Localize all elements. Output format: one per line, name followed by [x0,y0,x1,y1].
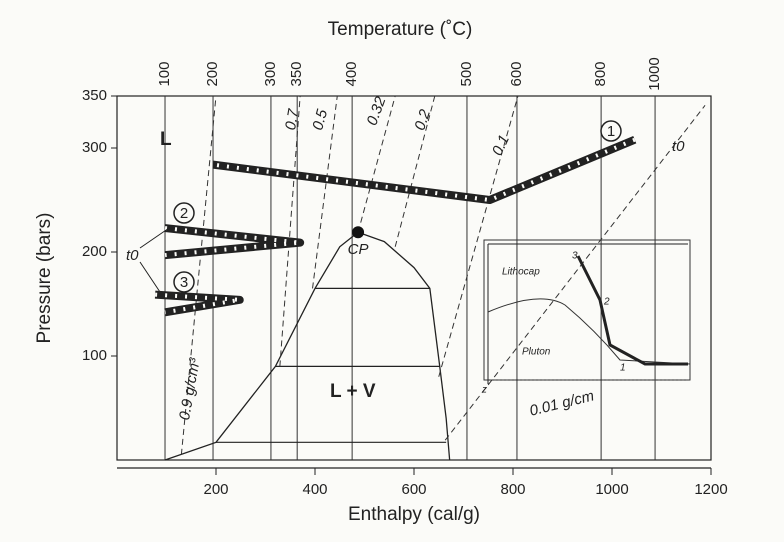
isochore [394,95,436,247]
top-axis-title: Temperature (˚C) [328,19,473,40]
inset-label: 2 [603,297,610,308]
inset-label: z [481,385,487,396]
region-label: L [160,129,172,150]
top-tick-label: 300 [262,61,279,86]
path-band [154,290,244,317]
x-tick-label: 200 [203,481,228,498]
inset-label: 1 [620,363,626,374]
isochore [312,95,338,289]
plot-frame [116,95,712,461]
top-tick-label: 200 [204,61,221,86]
x-axis-title: Enthalpy (cal/g) [348,504,480,525]
path-number: 1 [607,123,615,140]
path-band [212,135,637,204]
x-tick-label: 800 [500,481,525,498]
two-phase-boundary [164,231,451,461]
isochore-label: 0.2 [411,107,434,133]
path-number: 2 [180,205,188,222]
top-tick-label: 500 [458,61,475,86]
top-tick-label: 350 [288,61,305,86]
inset-label: 3 [572,251,578,262]
isochore [438,95,519,377]
x-tick-label: 400 [302,481,327,498]
isochore [444,105,706,441]
top-tick-label: 1000 [646,57,663,90]
isochore [357,95,396,233]
inset-arrow [487,243,688,384]
x-tick-label: 1200 [694,481,727,498]
top-tick-label: 400 [343,61,360,86]
inset-label: Lithocap [502,267,540,278]
critical-point-label: CP [348,241,369,258]
path-number-circle [173,202,195,224]
path-number-circle [600,120,622,142]
inset-label: Pluton [522,347,551,358]
isochore [180,95,217,455]
inset-pluton [487,298,691,365]
path-number: 3 [180,274,188,291]
start-label: t0 [126,247,139,264]
critical-point [352,226,365,239]
top-tick-label: 600 [508,61,525,86]
x-tick-label: 600 [401,481,426,498]
top-tick-label: 100 [156,61,173,86]
isochore-label: 0.7 [282,107,302,131]
start-label: t0 [672,138,685,155]
inset-trajectory [576,255,688,366]
region-label: L + V [330,381,376,402]
top-tick-label: 800 [592,61,609,86]
y-tick-label: 300 [82,139,107,156]
isochore [279,95,301,367]
x-tick-label: 1000 [595,481,628,498]
y-axis-title: Pressure (bars) [34,213,55,344]
path-number-circle [173,271,195,293]
inset-frame [483,239,691,381]
path-band [164,224,305,260]
isochore-label: 0.5 [309,107,331,132]
start-pointer [139,225,173,293]
y-tick-label: 200 [82,243,107,260]
y-tick-label: 350 [82,87,107,104]
y-tick-label: 100 [82,347,107,364]
